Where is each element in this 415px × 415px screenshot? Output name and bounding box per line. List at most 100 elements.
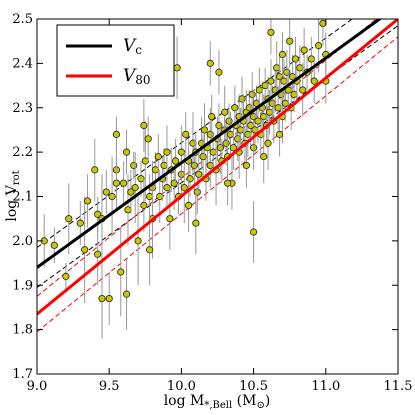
data-point [130,152,138,179]
point-marker [206,59,214,67]
point-marker [290,90,298,99]
data-point [105,271,113,326]
point-marker [283,68,291,76]
point-marker [273,64,281,72]
data-point [62,263,70,290]
data-point [177,125,185,179]
point-marker [180,184,188,192]
point-marker [238,95,246,103]
data-point [208,94,216,139]
point-marker [166,215,174,223]
point-marker [193,188,201,196]
data-point [185,178,193,232]
point-marker [206,130,214,138]
data-point [273,41,281,95]
data-point [215,50,223,95]
point-marker [231,104,239,112]
point-marker [146,192,154,201]
data-point [224,161,232,206]
data-point [267,58,275,104]
point-marker [120,179,128,187]
point-marker [185,201,193,209]
data-points [40,19,330,339]
y-tick-label: 2.0 [12,234,33,249]
data-point [166,187,174,250]
data-point [172,138,180,184]
point-marker [264,139,272,147]
point-marker [200,126,209,134]
point-marker [190,161,198,170]
point-marker [209,148,217,156]
data-point [81,196,89,303]
point-marker [299,86,307,94]
data-point [299,63,307,117]
data-point [140,178,148,232]
plot-area [37,19,398,339]
x-tick-label: 9.5 [99,379,120,394]
x-tick-label: 11.0 [311,379,340,394]
data-point [195,152,203,197]
data-point [267,19,275,55]
point-marker [83,197,92,205]
point-marker [216,144,224,152]
data-point [40,214,48,268]
point-marker [261,81,269,90]
point-marker [124,206,132,214]
data-point [144,116,152,161]
data-point [134,196,142,286]
data-point [206,41,214,86]
x-axis-label: log M*,Bell (M⊙) [164,393,271,411]
point-marker [281,99,289,107]
point-marker [254,117,262,125]
point-marker [177,148,185,156]
point-marker [105,294,113,303]
point-marker [172,157,180,165]
point-marker [160,161,168,170]
point-marker [192,219,200,227]
point-marker [173,64,181,72]
data-point [124,174,132,246]
point-marker [102,188,110,196]
data-point [127,169,135,215]
point-marker [300,46,308,54]
y-tick-label: 1.8 [12,323,33,338]
point-marker [98,294,106,303]
data-point [322,32,330,77]
point-marker [286,37,294,45]
data-point [83,174,92,228]
point-marker [307,55,315,63]
data-point [131,152,139,224]
point-marker [215,68,223,76]
point-marker [94,210,102,218]
fit-line-vc [37,19,383,269]
data-point [120,161,128,206]
point-marker [260,152,268,161]
point-marker [224,179,232,187]
point-marker [130,161,138,170]
data-point [280,58,288,104]
y-axis: 1.7 1.8 1.9 2.0 2.1 2.2 2.3 2.4 2.5 [12,12,398,382]
data-point [146,174,154,219]
point-marker [154,152,162,161]
data-point [122,129,131,175]
y-tick-label: 2.4 [12,56,33,71]
scatter-line-v80 [37,36,398,333]
data-point [278,32,287,77]
data-point [250,200,258,264]
y-tick-label: 1.9 [12,278,33,293]
point-marker [268,99,276,107]
data-point [182,112,190,157]
point-marker [144,135,152,143]
point-marker [156,192,164,201]
point-marker [314,42,323,50]
point-marker [137,175,145,183]
data-point [275,112,284,157]
data-point [50,227,58,264]
point-marker [146,246,154,254]
point-marker [122,148,131,156]
point-marker [267,28,275,36]
point-marker [170,179,178,187]
point-marker [250,228,258,236]
point-marker [65,215,73,223]
data-point [237,107,245,153]
